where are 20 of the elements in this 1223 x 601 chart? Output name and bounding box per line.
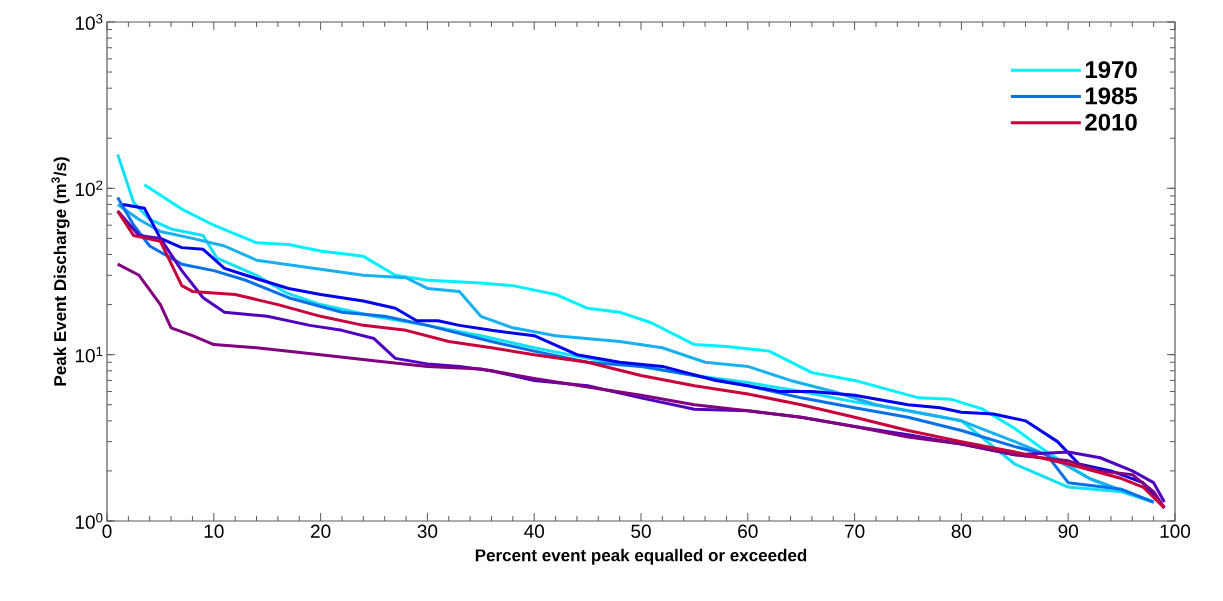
legend-label: 1985 [1085, 87, 1138, 105]
x-tick-label: 20 [311, 524, 331, 538]
x-axis-title: Percent event peak equalled or exceeded [475, 548, 807, 565]
x-tick-label: 80 [951, 524, 972, 538]
x-tick-label: 0 [102, 524, 112, 538]
x-tick-label: 30 [417, 524, 438, 538]
x-tick-label: 50 [631, 524, 651, 538]
x-tick-label: 100 [1160, 524, 1191, 538]
legend-label: 2010 [1085, 113, 1137, 131]
y-tick-label: 10$^{2}$ [75, 180, 103, 197]
y-tick-label: 10$^{3}$ [75, 14, 103, 30]
legend-label: 1970 [1085, 61, 1137, 79]
x-tick-label: 90 [1058, 524, 1079, 538]
y-tick-label: 10$^{1}$ [75, 346, 103, 363]
y-tick-label: 10$^{0}$ [75, 513, 103, 529]
x-tick-label: 40 [524, 524, 545, 538]
x-tick-label: 60 [738, 524, 758, 538]
y-axis-title: Peak Event Discharge (m$^{3}$/s) [51, 157, 70, 386]
x-tick-label: 10 [204, 524, 224, 538]
x-tick-label: 70 [845, 524, 865, 538]
